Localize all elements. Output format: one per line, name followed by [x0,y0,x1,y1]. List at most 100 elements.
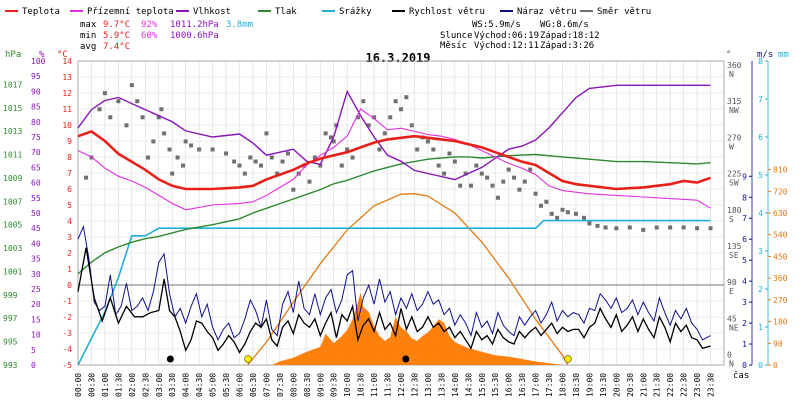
stat-moon-set: Západ:3:26 [540,41,594,51]
unit-hpa: hPa [5,50,21,60]
tick-label-wind: 0 [742,361,747,370]
stat-press-max: 1011.2hPa [170,20,219,30]
tick-label-time: 12:00 [397,373,406,397]
unit-percent: % [39,50,45,60]
wind-direction-point [285,151,290,156]
tick-label-temperature: 5 [67,201,72,210]
tick-label-humidity: 30 [31,270,41,279]
tick-label-time: 21:00 [639,373,648,397]
temperature-line [77,129,711,191]
tick-label-direction-compass: S [729,215,734,224]
tick-label-temperature: 11 [62,105,72,114]
tick-label-time: 07:00 [262,373,271,397]
tick-label-humidity: 95 [31,72,41,81]
stat-hum-min: 60% [141,31,158,41]
tick-label-time: 09:30 [330,373,339,397]
wind-direction-point [124,123,129,128]
wind-direction-point [555,215,560,220]
tick-label-temperature: -4 [62,345,72,354]
tick-label-direction: 180 [727,206,742,215]
tick-label-humidity: 45 [31,224,41,233]
tick-label-solar: 720 [773,187,788,196]
tick-label-temperature: 14 [62,57,72,66]
wind-direction-point [175,155,180,160]
legend-label: Přízemní teplota [87,7,174,17]
xaxis-label: čas [733,370,749,381]
stat-temp-min: 5.9°C [103,31,130,41]
wind-direction-point [224,151,229,156]
tick-label-pressure: 1015 [3,104,22,113]
tick-label-pressure: 999 [3,291,18,300]
wind-direction-point [242,171,247,176]
tick-label-pressure: 1009 [3,174,22,183]
wind-direction-point [307,179,312,184]
wind-direction-point [350,155,355,160]
grid [77,60,725,366]
tick-label-direction-compass: SW [729,179,739,188]
wind-direction-point [312,155,317,160]
wind-direction-point [334,123,339,128]
wind-direction-point [528,167,533,172]
tick-label-temperature: 13 [62,73,72,82]
wind-direction-point [108,115,113,120]
tick-label-pressure: 1017 [3,80,22,89]
legend: Teplota Přízemní teplota Vlhkost Tlak Srážky… [5,7,651,17]
tick-label-time: 23:30 [707,373,716,397]
wind-direction-point [151,139,156,144]
wind-direction-point [654,225,659,230]
wind-direction-point [264,131,269,136]
tick-label-time: 00:00 [74,373,83,397]
tick-label-rain: 3 [758,247,763,256]
tick-label-time: 14:00 [451,373,460,397]
wind-direction-point [436,163,441,168]
wind-direction-point [275,171,280,176]
tick-label-direction: 0 [727,351,732,360]
tick-label-direction-compass: N [729,360,734,369]
tick-label-time: 08:00 [289,373,298,397]
tick-label-temperature: 1 [67,265,72,274]
solar-radiation-area [271,292,563,365]
tick-label-solar: 360 [773,274,788,283]
wind-direction-point [170,171,175,176]
wind-direction-point [183,139,188,144]
tick-label-direction: 270 [727,133,742,142]
unit-mm: mm [778,50,789,60]
tick-label-direction: 135 [727,242,742,251]
tick-label-temperature: 3 [67,233,72,242]
wind-direction-point [189,143,194,148]
wind-direction-point [603,225,608,230]
wind-direction-point [506,167,511,172]
tick-label-time: 10:00 [343,373,352,397]
wind-direction-point [382,131,387,136]
wind-speed-line [77,247,711,354]
tick-label-humidity: 65 [31,163,41,172]
pressure-line [77,153,711,275]
wind-direction-point [549,211,554,216]
tick-label-humidity: 90 [31,87,41,96]
wind-direction-point [468,183,473,188]
wind-direction-point [409,123,414,128]
tick-label-time: 04:30 [195,373,204,397]
wind-direction-point [345,147,350,152]
wind-direction-point [544,199,549,204]
stat-hum-max: 92% [141,20,158,30]
tick-label-direction-compass: NW [729,106,739,115]
wind-direction-point [323,131,328,136]
tick-label-time: 21:30 [653,373,662,397]
tick-label-time: 01:00 [101,373,110,397]
tick-label-direction: 90 [727,278,737,287]
tick-label-temperature: 0 [67,281,72,290]
tick-label-time: 12:30 [410,373,419,397]
stat-moon-label: Měsíc [440,41,467,51]
tick-label-humidity: 0 [31,361,36,370]
tick-label-time: 11:00 [370,373,379,397]
tick-label-wind: 4 [742,277,747,286]
wind-direction-point [485,175,490,180]
wind-direction-point [259,163,264,168]
legend-label: Náraz větru [517,7,577,17]
stats-panel: max 9.7°C 92% 1011.2hPa 3.8mm min 5.9°C … [80,20,600,52]
wind-direction-point [232,159,237,164]
legend-label: Rychlost větru [409,7,485,17]
tick-label-direction: 45 [727,314,737,323]
